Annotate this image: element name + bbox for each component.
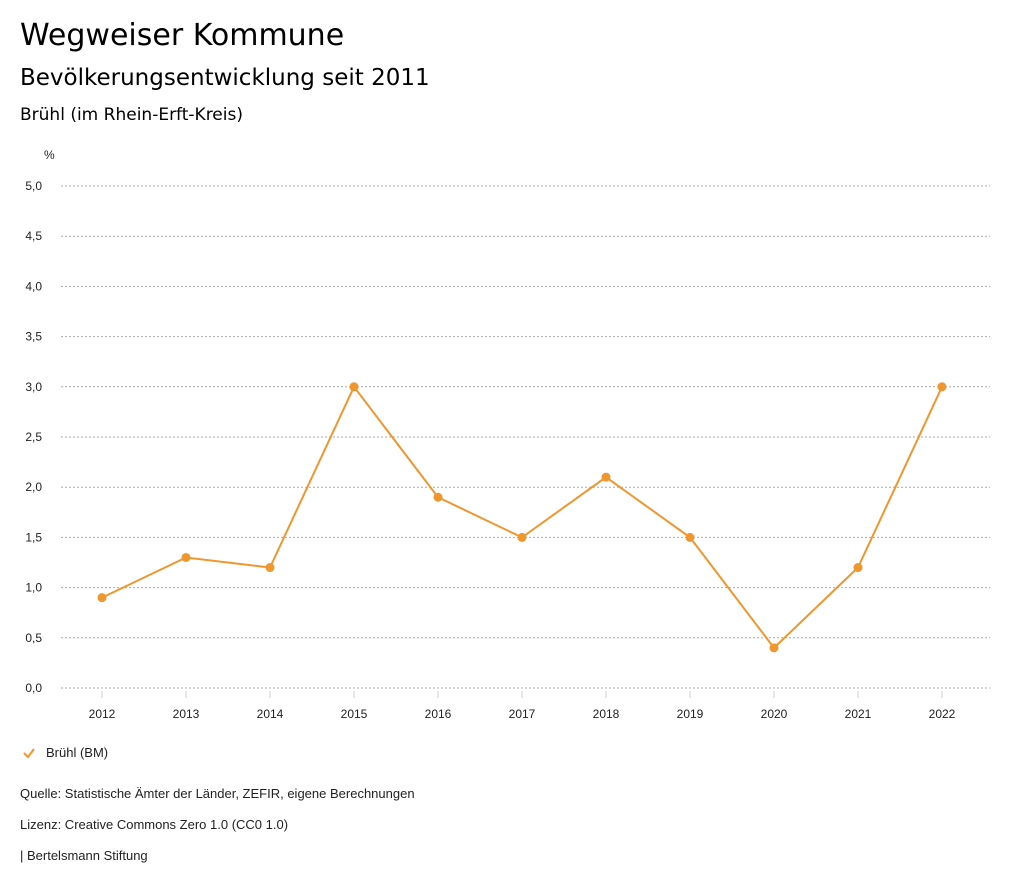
x-tick-label: 2015 — [341, 707, 368, 721]
y-tick-label: 3,0 — [25, 380, 42, 394]
series-line — [101, 384, 943, 650]
y-tick-label: 4,0 — [25, 279, 42, 293]
data-point — [265, 563, 275, 573]
x-tick-label: 2012 — [89, 707, 116, 721]
x-tick-label: 2013 — [173, 707, 200, 721]
data-point — [517, 532, 527, 542]
legend-item[interactable]: Brühl (BM) — [22, 745, 108, 760]
data-point — [349, 382, 359, 392]
page-title: Wegweiser Kommune — [20, 18, 345, 53]
y-tick-label: 0,0 — [25, 681, 42, 695]
y-tick-label: 0,5 — [25, 631, 42, 645]
x-tick-label: 2019 — [677, 707, 704, 721]
data-point — [433, 492, 443, 502]
chart-subtitle: Bevölkerungsentwicklung seit 2011 — [20, 65, 430, 91]
credit-note: | Bertelsmann Stiftung — [20, 848, 148, 863]
y-tick-label: 1,5 — [25, 530, 42, 544]
check-icon — [23, 747, 35, 759]
y-tick-label: 2,5 — [25, 430, 42, 444]
data-point — [853, 563, 863, 573]
data-point — [769, 643, 779, 653]
y-tick-label: 4,5 — [25, 229, 42, 243]
x-tick-label: 2014 — [257, 707, 284, 721]
data-point — [937, 382, 947, 392]
data-point — [685, 532, 695, 542]
x-tick-label: 2016 — [425, 707, 452, 721]
x-tick-label: 2018 — [593, 707, 620, 721]
y-tick-label: 5,0 — [25, 179, 42, 193]
y-tick-label: 1,0 — [25, 581, 42, 595]
y-tick-label: 3,5 — [25, 330, 42, 344]
region-name: Brühl (im Rhein-Erft-Kreis) — [20, 105, 243, 125]
x-tick-label: 2017 — [509, 707, 536, 721]
data-point — [97, 593, 107, 603]
license-note: Lizenz: Creative Commons Zero 1.0 (CC0 1… — [20, 817, 289, 832]
legend-label: Brühl (BM) — [46, 745, 109, 760]
x-tick-label: 2022 — [929, 707, 956, 721]
data-point — [601, 472, 611, 482]
data-point — [181, 552, 191, 562]
y-axis-unit: % — [44, 148, 55, 162]
y-tick-label: 2,0 — [25, 480, 42, 494]
x-tick-label: 2021 — [845, 707, 872, 721]
source-note: Quelle: Statistische Ämter der Länder, Z… — [20, 786, 415, 801]
x-tick-label: 2020 — [761, 707, 788, 721]
